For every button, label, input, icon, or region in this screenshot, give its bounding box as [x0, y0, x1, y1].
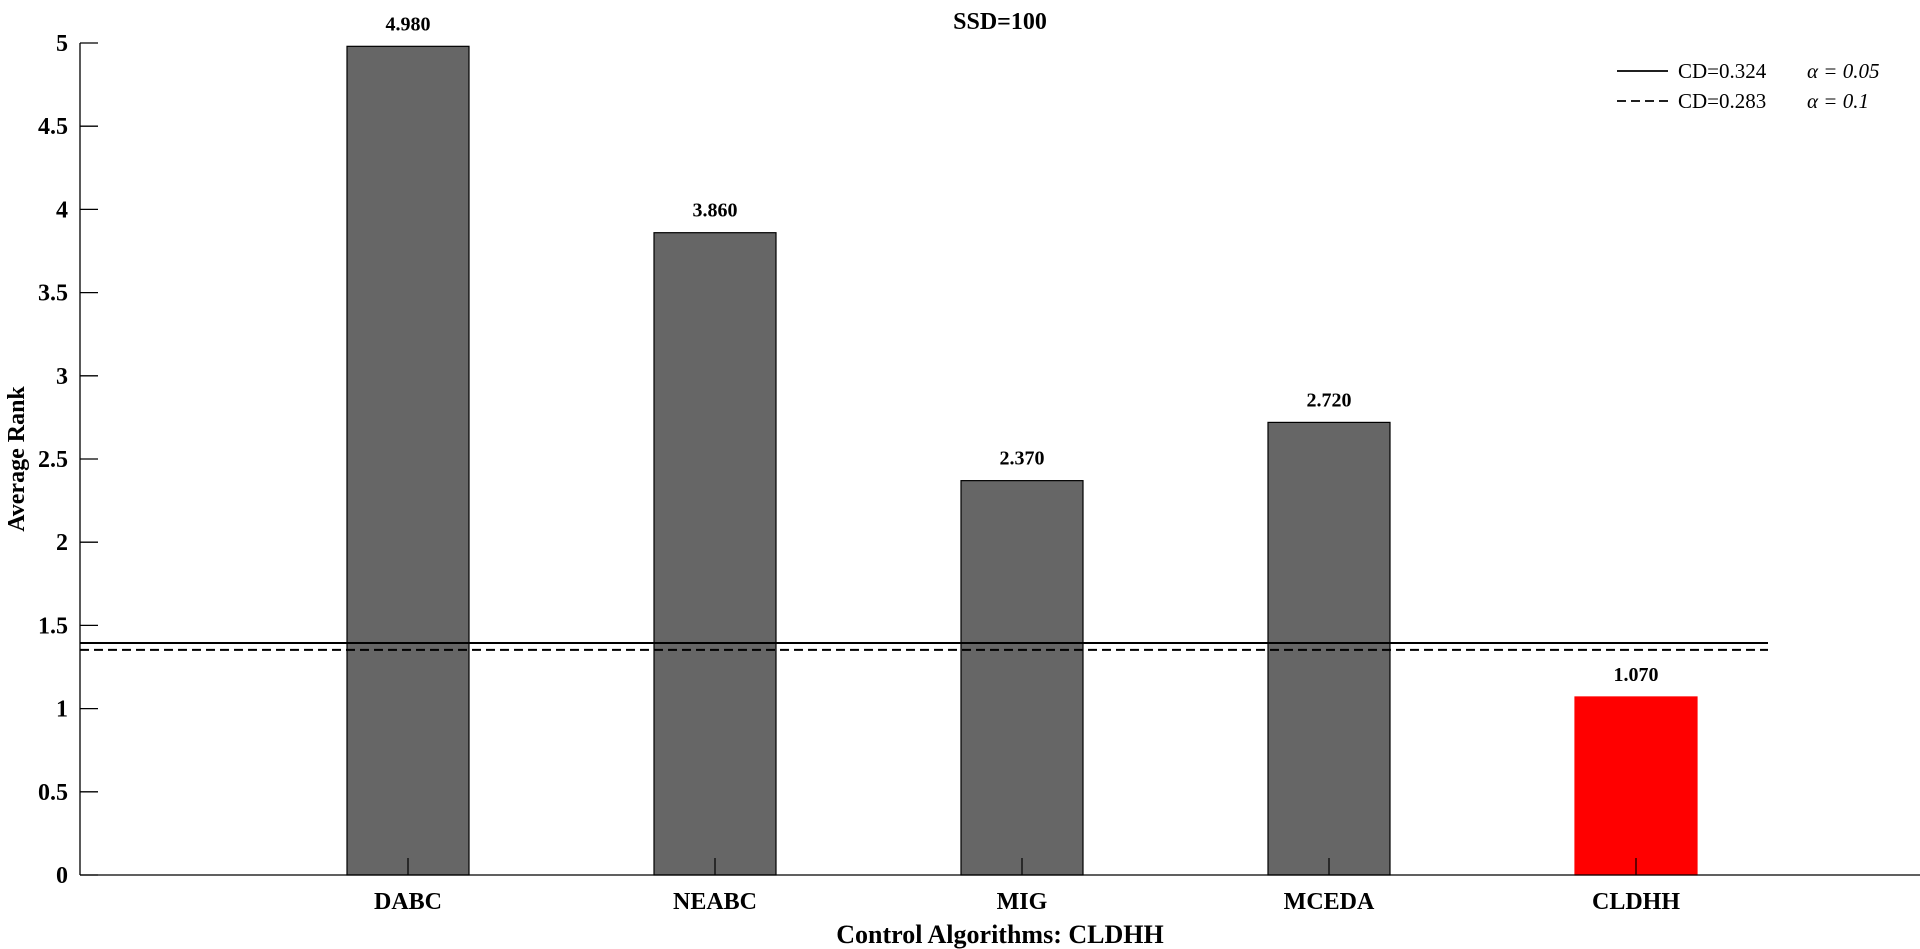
- y-tick-label: 4: [56, 197, 68, 223]
- value-label: 2.370: [1000, 448, 1045, 470]
- bars: [346, 45, 1698, 876]
- y-tick-label: 1: [56, 697, 68, 723]
- y-axis-title: Average Rank: [4, 386, 30, 532]
- y-tick-label: 3: [56, 364, 68, 390]
- legend-alpha-005: α = 0.05: [1807, 59, 1879, 83]
- y-tick-label: 0.5: [38, 780, 68, 806]
- bar-neabc: [653, 232, 777, 876]
- data-labels: 4.980 DABC 3.860 NEABC 2.370 MIG 2.720 MCEDA 1.0…: [374, 13, 1680, 915]
- value-label: 2.720: [1307, 389, 1352, 411]
- y-tick-label: 1.5: [38, 613, 68, 639]
- legend-alpha-01: α = 0.1: [1807, 89, 1869, 113]
- value-label: 3.860: [693, 200, 738, 222]
- reference-lines: [80, 642, 1768, 651]
- bar-cldhh: [1574, 696, 1698, 876]
- chart-title: SSD=100: [953, 9, 1047, 35]
- y-tick-label: 2: [56, 530, 68, 556]
- y-tick-label: 5: [56, 31, 68, 57]
- x-axis-title: Control Algorithms: CLDHH: [836, 920, 1163, 949]
- x-tick-label: MIG: [997, 889, 1048, 915]
- y-tick-label: 4.5: [38, 114, 68, 140]
- y-axis-ticks: 0 0.5 1 1.5 2 2.5 3 3.5 4 4.5 5: [38, 31, 98, 889]
- y-tick-label: 0: [56, 863, 68, 889]
- bar-mceda: [1267, 421, 1391, 876]
- legend-cd-005: CD=0.324: [1678, 59, 1767, 83]
- x-tick-label: MCEDA: [1284, 889, 1375, 915]
- value-label: 1.070: [1614, 664, 1659, 686]
- x-tick-label: CLDHH: [1592, 889, 1680, 915]
- bar-mig: [960, 480, 1084, 876]
- legend-cd-01: CD=0.283: [1678, 89, 1766, 113]
- y-tick-label: 2.5: [38, 447, 68, 473]
- value-label: 4.980: [386, 13, 431, 35]
- y-tick-label: 3.5: [38, 281, 68, 307]
- bar-dabc: [346, 45, 470, 876]
- x-tick-label: NEABC: [673, 889, 757, 915]
- x-tick-label: DABC: [374, 889, 442, 915]
- legend: CD=0.324 α = 0.05 CD=0.283 α = 0.1: [1617, 59, 1879, 113]
